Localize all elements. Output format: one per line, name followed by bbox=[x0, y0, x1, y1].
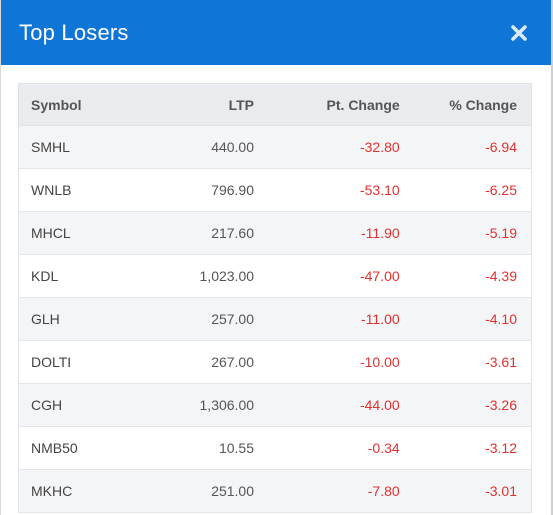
column-header-symbol[interactable]: Symbol bbox=[18, 83, 159, 126]
close-button[interactable] bbox=[507, 21, 531, 45]
cell-pt-change: -7.80 bbox=[266, 469, 412, 513]
table-row[interactable]: MHCL 217.60 -11.90 -5.19 bbox=[18, 211, 532, 255]
cell-ltp: 796.90 bbox=[158, 168, 267, 212]
table-row[interactable]: DOLTI 267.00 -10.00 -3.61 bbox=[18, 340, 532, 384]
table-row[interactable]: WNLB 796.90 -53.10 -6.25 bbox=[18, 168, 532, 212]
cell-pct-change: -4.39 bbox=[411, 254, 532, 298]
cell-pct-change: -3.26 bbox=[411, 383, 532, 427]
cell-symbol: MHCL bbox=[18, 211, 159, 255]
table-row[interactable]: MKHC 251.00 -7.80 -3.01 bbox=[18, 469, 532, 513]
cell-ltp: 251.00 bbox=[158, 469, 267, 513]
cell-pt-change: -0.34 bbox=[266, 426, 412, 470]
table-row[interactable]: CGH 1,306.00 -44.00 -3.26 bbox=[18, 383, 532, 427]
cell-pct-change: -3.61 bbox=[411, 340, 532, 384]
modal-header: Top Losers bbox=[1, 0, 551, 65]
cell-ltp: 217.60 bbox=[158, 211, 267, 255]
cell-pt-change: -11.00 bbox=[266, 297, 412, 341]
cell-symbol: DOLTI bbox=[18, 340, 159, 384]
cell-symbol: GLH bbox=[18, 297, 159, 341]
cell-symbol: NMB50 bbox=[18, 426, 159, 470]
cell-ltp: 1,023.00 bbox=[158, 254, 267, 298]
table-row[interactable]: NMB50 10.55 -0.34 -3.12 bbox=[18, 426, 532, 470]
cell-pct-change: -4.10 bbox=[411, 297, 532, 341]
modal-body: Symbol LTP Pt. Change % Change SMHL 440.… bbox=[1, 65, 551, 515]
cell-pt-change: -11.90 bbox=[266, 211, 412, 255]
cell-pt-change: -44.00 bbox=[266, 383, 412, 427]
cell-pt-change: -53.10 bbox=[266, 168, 412, 212]
cell-ltp: 440.00 bbox=[158, 125, 267, 169]
cell-pct-change: -3.01 bbox=[411, 469, 532, 513]
column-header-pt-change[interactable]: Pt. Change bbox=[266, 83, 412, 126]
cell-pct-change: -5.19 bbox=[411, 211, 532, 255]
top-losers-table: Symbol LTP Pt. Change % Change SMHL 440.… bbox=[18, 83, 532, 513]
table-row[interactable]: GLH 257.00 -11.00 -4.10 bbox=[18, 297, 532, 341]
cell-ltp: 257.00 bbox=[158, 297, 267, 341]
cell-symbol: CGH bbox=[18, 383, 159, 427]
cell-symbol: WNLB bbox=[18, 168, 159, 212]
cell-ltp: 10.55 bbox=[158, 426, 267, 470]
modal-title: Top Losers bbox=[19, 19, 129, 45]
table-row[interactable]: KDL 1,023.00 -47.00 -4.39 bbox=[18, 254, 532, 298]
cell-ltp: 1,306.00 bbox=[158, 383, 267, 427]
cell-symbol: KDL bbox=[18, 254, 159, 298]
cell-symbol: SMHL bbox=[18, 125, 159, 169]
cell-pt-change: -10.00 bbox=[266, 340, 412, 384]
column-header-ltp[interactable]: LTP bbox=[158, 83, 267, 126]
cell-symbol: MKHC bbox=[18, 469, 159, 513]
cell-pt-change: -47.00 bbox=[266, 254, 412, 298]
cell-pct-change: -6.94 bbox=[411, 125, 532, 169]
close-icon bbox=[511, 24, 527, 41]
cell-ltp: 267.00 bbox=[158, 340, 267, 384]
cell-pt-change: -32.80 bbox=[266, 125, 412, 169]
column-header-pct-change[interactable]: % Change bbox=[411, 83, 532, 126]
table-row[interactable]: SMHL 440.00 -32.80 -6.94 bbox=[18, 125, 532, 169]
table-header-row: Symbol LTP Pt. Change % Change bbox=[18, 83, 532, 126]
cell-pct-change: -3.12 bbox=[411, 426, 532, 470]
cell-pct-change: -6.25 bbox=[411, 168, 532, 212]
